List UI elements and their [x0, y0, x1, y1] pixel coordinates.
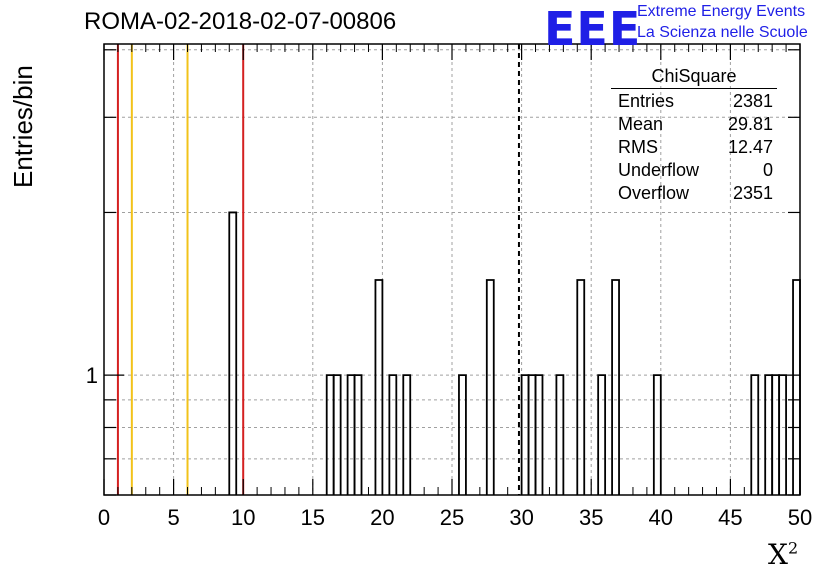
stats-label: Mean — [618, 114, 664, 134]
histogram-bin — [402, 374, 412, 495]
stats-row-overflow: Overflow 2351 — [611, 182, 777, 205]
x-tick-label: 5 — [167, 505, 179, 530]
x-tick-label: 30 — [509, 505, 533, 530]
x-tick-label: 20 — [370, 505, 394, 530]
stats-title: ChiSquare — [611, 66, 777, 89]
x-tick-label: 45 — [718, 505, 742, 530]
x-tick-label: 40 — [649, 505, 673, 530]
histogram-bin — [228, 211, 238, 495]
histogram-bin — [374, 279, 384, 495]
histogram-bin — [792, 279, 801, 495]
x-axis-label-sup: 2 — [787, 538, 799, 558]
x-tick-label: 35 — [579, 505, 603, 530]
x-tick-label: 15 — [301, 505, 325, 530]
x-axis-label: X2 — [768, 538, 798, 571]
eee-logo: EEE — [544, 2, 642, 56]
x-axis-label-base: X — [768, 538, 788, 571]
histogram-bin — [346, 374, 356, 495]
histogram-bin — [534, 374, 544, 495]
reference-lines — [116, 44, 520, 495]
stats-row-rms: RMS 12.47 — [611, 136, 777, 159]
x-tick-label: 25 — [440, 505, 464, 530]
y-tick-label: 1 — [86, 363, 98, 388]
stats-label: RMS — [618, 137, 658, 157]
stats-label: Overflow — [618, 183, 690, 203]
chart-title: ROMA-02-2018-02-07-00806 — [84, 8, 397, 35]
tick-labels: 0 5 10 15 20 25 30 35 40 45 50 1 — [86, 363, 812, 530]
stats-box: ChiSquare Entries 2381 Mean 29.81 RMS 12… — [611, 66, 777, 205]
x-tick-label: 50 — [788, 505, 812, 530]
histogram-bin — [332, 374, 342, 495]
histogram-bin — [652, 374, 662, 495]
stats-value: 12.47 — [727, 137, 773, 157]
histogram-bin — [485, 279, 495, 495]
histogram-bin — [611, 279, 620, 495]
stats-value: 0 — [762, 160, 773, 180]
histogram-bin — [771, 374, 781, 495]
histogram-bin — [388, 374, 398, 495]
stats-row-underflow: Underflow 0 — [611, 159, 777, 182]
histogram-bin — [576, 279, 586, 495]
histogram-bin — [555, 374, 565, 495]
axis-ticks — [103, 44, 801, 496]
histogram-bin — [778, 374, 787, 495]
histogram-bin — [325, 374, 335, 495]
stats-value: 29.81 — [727, 114, 773, 134]
x-tick-label: 10 — [231, 505, 255, 530]
stats-label: Underflow — [618, 160, 700, 180]
histogram-bins — [228, 211, 801, 495]
x-tick-label: 0 — [98, 505, 110, 530]
stats-value: 2381 — [732, 91, 773, 111]
stats-row-entries: Entries 2381 — [611, 90, 777, 113]
logo-caption-2: La Scienza nelle Scuole — [637, 24, 808, 41]
histogram-bin — [750, 374, 760, 495]
histogram-bin — [597, 374, 607, 495]
histogram-bin — [353, 374, 363, 495]
histogram-bin — [764, 374, 774, 495]
histogram-bin — [520, 374, 530, 495]
stats-row-mean: Mean 29.81 — [611, 113, 777, 136]
stats-value: 2351 — [732, 183, 773, 203]
histogram-bin — [527, 374, 537, 495]
stats-label: Entries — [618, 91, 675, 111]
logo-caption-1: Extreme Energy Events — [637, 3, 806, 20]
y-axis-label: Entries/bin — [8, 65, 38, 188]
histogram-bin — [458, 374, 467, 495]
